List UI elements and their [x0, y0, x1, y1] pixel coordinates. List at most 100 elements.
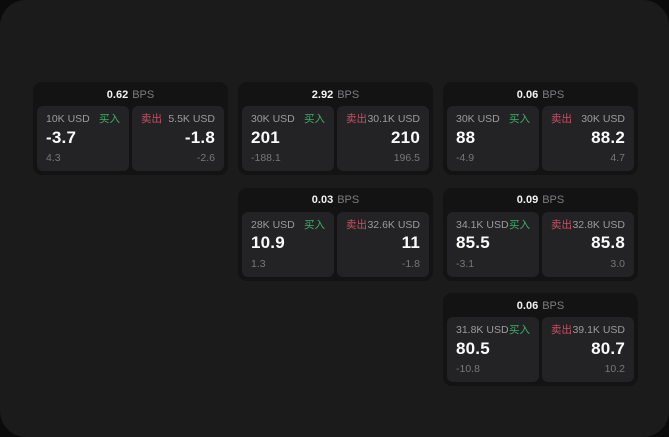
buy-tile-top: 28K USD 买入	[251, 218, 325, 232]
buy-tile-top: 34.1K USD 买入	[456, 218, 530, 232]
quote-panels: 34.1K USD 买入 85.5 -3.1 卖出 32.8K USD 85.8…	[443, 211, 638, 281]
buy-side-label: 买入	[304, 113, 325, 125]
buy-tile-top: 31.8K USD 买入	[456, 324, 530, 337]
sell-sub-value: -2.6	[196, 152, 215, 165]
buy-price: -3.7	[46, 127, 77, 147]
sell-size-label: 32.8K USD	[572, 218, 625, 231]
sell-side-label: 卖出	[551, 324, 572, 336]
quotes-grid: 0.62 BPS 10K USD 买入 -3.7 4.3 卖出 5.5K USD	[33, 82, 638, 386]
spread-header: 0.03 BPS	[238, 188, 433, 212]
spread-unit: BPS	[132, 88, 155, 101]
spread-unit: BPS	[542, 88, 565, 101]
buy-price: 201	[251, 127, 280, 147]
sell-size-label: 39.1K USD	[572, 324, 625, 336]
sell-size-label: 30K USD	[581, 113, 625, 125]
sell-side-label: 卖出	[551, 218, 572, 231]
sell-tile[interactable]: 卖出 30K USD 88.2 4.7	[542, 106, 634, 171]
spread-value: 0.09	[516, 194, 539, 206]
buy-size-label: 10K USD	[46, 113, 90, 125]
sell-tile[interactable]: 卖出 30.1K USD 210 196.5	[337, 106, 429, 171]
sell-tile-top: 卖出 30.1K USD	[346, 113, 420, 126]
sell-tile-top: 卖出 39.1K USD	[551, 324, 625, 337]
quote-panels: 30K USD 买入 88 -4.9 卖出 30K USD 88.2 4.7	[443, 106, 638, 175]
buy-tile[interactable]: 30K USD 买入 88 -4.9	[447, 106, 539, 171]
quote-panels: 28K USD 买入 10.9 1.3 卖出 32.6K USD 11 -1.8	[238, 211, 433, 281]
sell-price: 88.2	[591, 127, 625, 147]
sell-size-label: 5.5K USD	[168, 113, 215, 125]
buy-side-label: 买入	[509, 324, 530, 336]
sell-tile[interactable]: 卖出 39.1K USD 80.7 10.2	[542, 317, 634, 382]
quote-card: 0.03 BPS 28K USD 买入 10.9 1.3 卖出 32.6K US…	[238, 187, 433, 281]
buy-side-label: 买入	[304, 218, 325, 231]
spread-value: 0.06	[516, 88, 539, 101]
spread-header: 0.06 BPS	[443, 293, 638, 317]
buy-tile[interactable]: 10K USD 买入 -3.7 4.3	[37, 106, 129, 171]
sell-sub-value: 3.0	[610, 257, 625, 270]
quote-panels: 30K USD 买入 201 -188.1 卖出 30.1K USD 210 1…	[238, 106, 433, 175]
buy-size-label: 31.8K USD	[456, 324, 509, 336]
buy-sub-value: 1.3	[251, 257, 266, 270]
spread-unit: BPS	[542, 194, 565, 206]
spread-value: 0.03	[311, 194, 334, 206]
sell-side-label: 卖出	[141, 113, 162, 125]
buy-price: 10.9	[251, 233, 285, 253]
quote-panels: 10K USD 买入 -3.7 4.3 卖出 5.5K USD -1.8 -2.…	[33, 106, 228, 175]
buy-tile[interactable]: 30K USD 买入 201 -188.1	[242, 106, 334, 171]
spread-unit: BPS	[337, 194, 360, 206]
sell-size-label: 30.1K USD	[367, 113, 420, 125]
sell-side-label: 卖出	[551, 113, 572, 125]
spread-value: 0.06	[516, 299, 539, 312]
quote-card: 0.09 BPS 34.1K USD 买入 85.5 -3.1 卖出 32.8K…	[443, 187, 638, 281]
buy-sub-value: 4.3	[46, 152, 61, 165]
spread-value: 2.92	[311, 88, 334, 101]
sell-tile[interactable]: 卖出 32.6K USD 11 -1.8	[337, 211, 429, 277]
sell-price: 11	[401, 233, 420, 253]
sell-side-label: 卖出	[346, 218, 367, 231]
buy-size-label: 34.1K USD	[456, 218, 509, 231]
sell-tile-top: 卖出 5.5K USD	[141, 113, 215, 126]
sell-tile-top: 卖出 32.8K USD	[551, 218, 625, 232]
quote-card: 2.92 BPS 30K USD 买入 201 -188.1 卖出 30.1K …	[238, 82, 433, 175]
buy-price: 80.5	[456, 338, 490, 358]
buy-tile-top: 10K USD 买入	[46, 113, 120, 126]
buy-tile[interactable]: 28K USD 买入 10.9 1.3	[242, 211, 334, 277]
sell-side-label: 卖出	[346, 113, 367, 125]
sell-sub-value: 10.2	[604, 363, 625, 376]
quote-card: 0.06 BPS 31.8K USD 买入 80.5 -10.8 卖出 39.1…	[443, 293, 638, 386]
spread-header: 0.09 BPS	[443, 188, 638, 212]
buy-sub-value: -10.8	[456, 363, 480, 376]
sell-price: 80.7	[591, 338, 625, 358]
sell-size-label: 32.6K USD	[367, 218, 420, 231]
buy-sub-value: -4.9	[456, 152, 475, 165]
quote-card: 0.06 BPS 30K USD 买入 88 -4.9 卖出 30K USD	[443, 82, 638, 175]
spread-header: 2.92 BPS	[238, 82, 433, 106]
spread-header: 0.62 BPS	[33, 82, 228, 106]
buy-tile[interactable]: 31.8K USD 买入 80.5 -10.8	[447, 317, 539, 382]
buy-price: 88	[456, 127, 476, 147]
sell-tile[interactable]: 卖出 5.5K USD -1.8 -2.6	[132, 106, 224, 171]
spread-unit: BPS	[337, 88, 360, 101]
buy-tile-top: 30K USD 买入	[456, 113, 530, 126]
sell-tile[interactable]: 卖出 32.8K USD 85.8 3.0	[542, 211, 634, 277]
quote-card: 0.62 BPS 10K USD 买入 -3.7 4.3 卖出 5.5K USD	[33, 82, 228, 175]
spread-unit: BPS	[542, 299, 565, 312]
buy-price: 85.5	[456, 233, 490, 253]
buy-sub-value: -3.1	[456, 257, 475, 270]
buy-tile-top: 30K USD 买入	[251, 113, 325, 126]
buy-size-label: 28K USD	[251, 218, 295, 231]
sell-sub-value: 196.5	[393, 152, 420, 165]
sell-price: -1.8	[184, 127, 215, 147]
buy-size-label: 30K USD	[251, 113, 295, 125]
spread-value: 0.62	[106, 88, 129, 101]
buy-size-label: 30K USD	[456, 113, 500, 125]
spread-header: 0.06 BPS	[443, 82, 638, 106]
buy-tile[interactable]: 34.1K USD 买入 85.5 -3.1	[447, 211, 539, 277]
sell-sub-value: 4.7	[610, 152, 625, 165]
sell-tile-top: 卖出 32.6K USD	[346, 218, 420, 232]
buy-side-label: 买入	[509, 218, 530, 231]
buy-side-label: 买入	[99, 113, 120, 125]
sell-tile-top: 卖出 30K USD	[551, 113, 625, 126]
sell-price: 85.8	[591, 233, 625, 253]
quote-panels: 31.8K USD 买入 80.5 -10.8 卖出 39.1K USD 80.…	[443, 317, 638, 386]
